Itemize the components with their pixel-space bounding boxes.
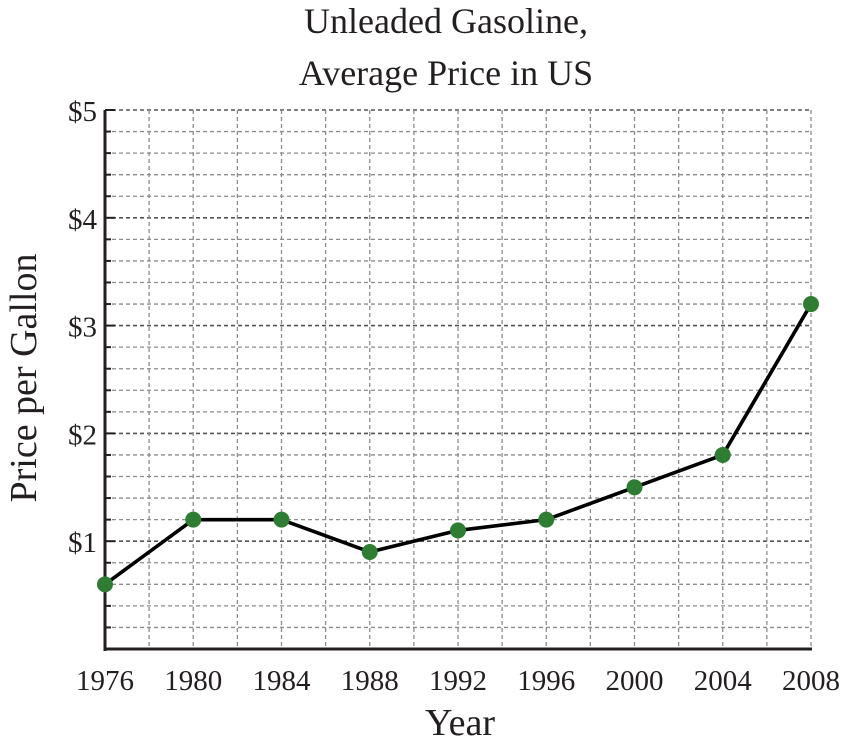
data-point [450,522,466,539]
series [97,296,819,593]
labels: Unleaded Gasoline, Average Price in US Y… [3,1,840,744]
chart-title-line-2: Average Price in US [299,53,593,93]
chart-title-line-1: Unleaded Gasoline, [304,1,588,41]
x-tick-label: 2000 [606,665,664,697]
data-point [538,511,555,528]
y-tick-label: $5 [68,96,97,128]
x-axis-title: Year [425,702,495,744]
data-point [97,576,113,593]
grid [105,109,812,649]
x-tick-label: 1988 [341,665,399,697]
data-point [803,296,819,313]
data-point [361,543,378,560]
y-tick-label: $2 [68,419,97,451]
y-tick-label: $1 [68,527,97,559]
y-tick-label: $4 [68,204,98,236]
axes [103,109,812,651]
x-tick-label: 1984 [253,665,312,697]
y-tick-label: $3 [68,312,97,344]
data-point [626,479,643,496]
x-tick-label: 1976 [76,665,134,697]
data-point [273,511,290,528]
y-axis-title: Price per Gallon [3,253,45,502]
series-line [103,302,813,587]
x-tick-label: 2008 [782,665,840,697]
x-tick-label: 2004 [694,665,753,697]
x-tick-label: 1980 [164,665,222,697]
x-tick-label: 1996 [517,665,575,697]
x-tick-label: 1992 [429,665,487,697]
data-point [714,446,731,463]
data-point [185,511,202,528]
